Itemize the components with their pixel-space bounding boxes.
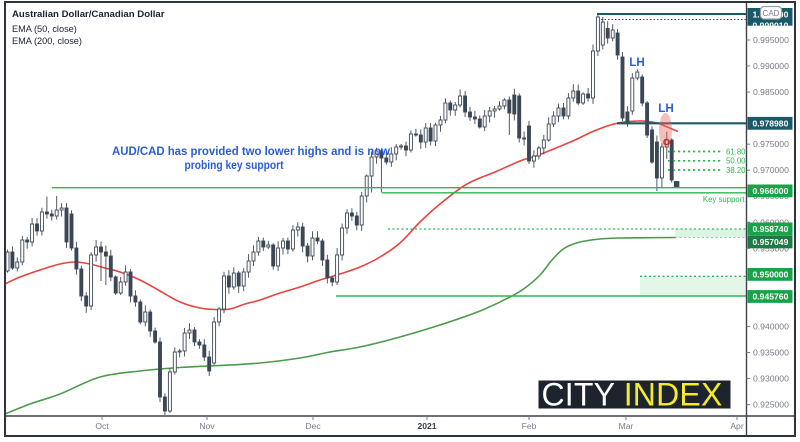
svg-text:LH: LH	[629, 56, 644, 69]
svg-text:0.960000: 0.960000	[753, 217, 789, 227]
svg-text:Dec: Dec	[305, 421, 321, 431]
svg-text:EMA (50, close): EMA (50, close)	[12, 24, 77, 34]
svg-text:0.958740: 0.958740	[753, 224, 789, 234]
svg-text:Feb: Feb	[522, 421, 537, 431]
svg-text:Oct: Oct	[95, 421, 109, 431]
svg-text:0.930000: 0.930000	[753, 374, 789, 384]
svg-text:38.20: 38.20	[726, 166, 746, 175]
svg-text:EMA (200, close): EMA (200, close)	[12, 36, 82, 46]
svg-text:Mar: Mar	[619, 421, 634, 431]
svg-text:0.966000: 0.966000	[753, 186, 789, 196]
svg-text:CAD: CAD	[763, 9, 780, 18]
svg-text:2021: 2021	[417, 421, 436, 431]
svg-text:AUD/CAD has provided two lower: AUD/CAD has provided two lower highs and…	[112, 145, 391, 158]
svg-text:0.990000: 0.990000	[753, 61, 789, 71]
svg-text:61.80: 61.80	[726, 147, 746, 156]
svg-text:0.999010: 0.999010	[753, 21, 789, 31]
svg-text:Apr: Apr	[730, 421, 744, 431]
svg-text:probing key support: probing key support	[185, 159, 284, 172]
svg-text:0.985000: 0.985000	[753, 87, 789, 97]
svg-text:CITY INDEX: CITY INDEX	[542, 377, 723, 413]
svg-text:0.940000: 0.940000	[753, 321, 789, 331]
svg-text:0.978980: 0.978980	[753, 118, 789, 128]
svg-text:0.950000: 0.950000	[753, 269, 789, 279]
svg-text:0.975000: 0.975000	[753, 139, 789, 149]
svg-text:50.00: 50.00	[726, 157, 746, 166]
svg-text:0.970000: 0.970000	[753, 165, 789, 175]
svg-text:0.957049: 0.957049	[753, 237, 789, 247]
svg-text:Australian Dollar/Canadian Dol: Australian Dollar/Canadian Dollar	[12, 9, 165, 20]
svg-text:LH: LH	[658, 102, 673, 115]
svg-text:0.935000: 0.935000	[753, 348, 789, 358]
svg-text:Key support: Key support	[703, 195, 745, 204]
svg-text:0.925000: 0.925000	[753, 400, 789, 410]
svg-text:Nov: Nov	[199, 421, 215, 431]
svg-text:0.945760: 0.945760	[753, 292, 789, 302]
svg-text:0.995000: 0.995000	[753, 35, 789, 45]
